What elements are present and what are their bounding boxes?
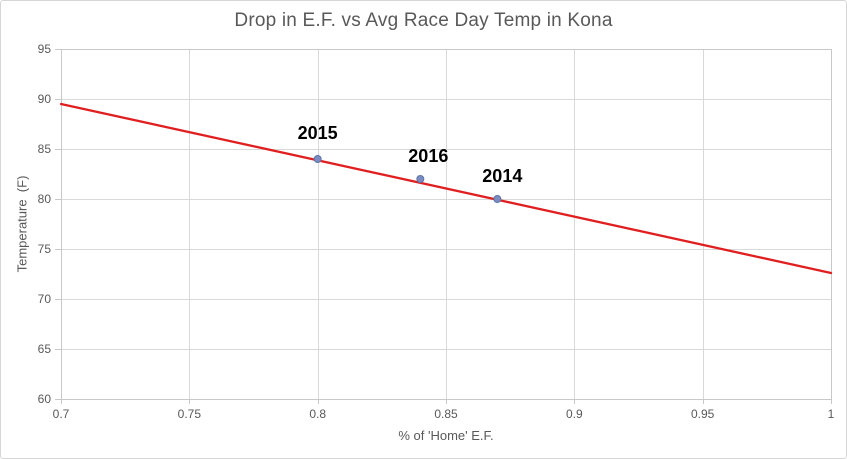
trendline	[59, 102, 833, 275]
data-point-label-2015: 2015	[298, 123, 338, 143]
y-axis-tick-label: 60	[38, 392, 52, 406]
data-point-2015	[313, 155, 322, 163]
y-axis-tick-label: 95	[38, 42, 52, 56]
data-point-2014	[493, 195, 502, 203]
x-axis-tick-label: 0.7	[53, 407, 70, 421]
data-point-label-2016: 2016	[408, 146, 448, 166]
y-axis-tick-label: 90	[38, 92, 52, 106]
x-axis-title: % of 'Home' E.F.	[398, 428, 494, 443]
y-axis-tick-label: 70	[38, 292, 52, 306]
x-axis-tick-label: 0.75	[178, 407, 202, 421]
data-point-2016	[416, 175, 425, 183]
x-axis-tick-label: 1	[828, 407, 835, 421]
y-axis-tick-label: 85	[38, 142, 52, 156]
x-axis-tick-label: 0.9	[566, 407, 583, 421]
x-axis-tick-label: 0.95	[691, 407, 715, 421]
y-axis-tick-label: 75	[38, 242, 52, 256]
y-axis-tick-label: 65	[38, 342, 52, 356]
x-axis-tick-label: 0.8	[309, 407, 326, 421]
y-axis-tick-label: 80	[38, 192, 52, 206]
chart-title: Drop in E.F. vs Avg Race Day Temp in Kon…	[234, 10, 613, 31]
x-axis-tick-label: 0.85	[434, 407, 458, 421]
y-axis-title: Temperature (F)	[14, 175, 30, 273]
data-point-label-2014: 2014	[482, 166, 522, 186]
